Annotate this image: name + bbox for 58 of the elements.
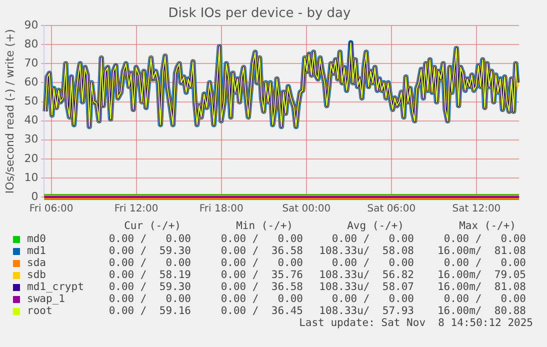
text: 0.00 / 0.00	[444, 257, 526, 269]
legend-label: md0	[27, 233, 46, 245]
text: 0.00 / 0.00	[332, 233, 414, 245]
y-tick-label: 60	[24, 76, 38, 89]
text: 0.00 / 35.76	[220, 269, 303, 281]
text: Min (-/+)	[236, 220, 293, 232]
x-tick-label: Sat 12:00	[452, 204, 501, 215]
text: 0.00 / 0.00	[444, 233, 526, 245]
legend-label: md1_crypt	[27, 281, 84, 293]
y-tick-label: 0	[31, 190, 38, 203]
text: 0.00 / 36.58	[220, 245, 303, 257]
text: 0.00 / 0.00	[444, 293, 526, 305]
legend-label: sdb	[27, 269, 46, 281]
text: 0.00 / 0.00	[332, 257, 414, 269]
text: 0.00 / 59.30	[108, 245, 191, 257]
text: 16.00m/ 81.08	[437, 281, 526, 293]
y-tick-label: 70	[24, 56, 38, 70]
text: 0.00 / 36.58	[220, 281, 303, 293]
text: 108.33u/ 57.93	[319, 305, 414, 317]
text: 0.00 / 59.16	[108, 305, 191, 317]
text: 0.00 / 0.00	[332, 293, 414, 305]
text: 0.00 / 59.30	[108, 281, 191, 293]
x-tick-label: Sat 06:00	[367, 204, 416, 215]
x-tick-label: Fri 06:00	[29, 204, 74, 215]
legend-label: root	[27, 305, 52, 317]
legend-label: sda	[27, 257, 46, 269]
text: 0.00 / 58.19	[108, 269, 191, 281]
x-tick-label: Fri 12:00	[114, 204, 158, 215]
text: Last update: Sat Nov 8 14:50:12 2025	[299, 317, 533, 329]
y-tick-label: 50	[24, 94, 38, 108]
legend-label: md1	[27, 245, 46, 257]
chart-title: Disk IOs per device - by day	[168, 6, 352, 22]
y-tick-label: 30	[24, 132, 38, 146]
text: Max (-/+)	[459, 220, 516, 232]
legend-label: swap_1	[27, 293, 65, 305]
text: 16.00m/ 79.05	[437, 269, 526, 281]
text: 0.00 / 0.00	[220, 293, 303, 305]
text: 16.00m/ 80.88	[437, 305, 526, 317]
text: 0.00 / 0.00	[108, 257, 191, 269]
y-tick-label: 40	[24, 114, 38, 127]
text: 108.33u/ 58.08	[319, 245, 414, 257]
text: 0.00 / 0.00	[108, 293, 191, 305]
x-tick-label: Fri 18:00	[199, 204, 244, 215]
text: 0.00 / 36.45	[220, 305, 303, 317]
text: Cur (-/+)	[124, 220, 181, 232]
y-tick-label: 90	[24, 18, 38, 32]
x-tick-label: Sat 00:00	[282, 204, 331, 215]
y-axis-title: IOs/second read (-) / write (+)	[3, 29, 16, 194]
text: 0.00 / 0.00	[220, 257, 303, 269]
y-tick-label: 10	[24, 170, 38, 184]
text: 108.33u/ 58.07	[319, 281, 414, 293]
text: 108.33u/ 56.82	[319, 269, 414, 281]
text: Avg (-/+)	[347, 220, 404, 232]
y-tick-label: 20	[24, 152, 38, 165]
text: 0.00 / 0.00	[108, 233, 191, 245]
text: 0.00 / 0.00	[220, 233, 303, 245]
y-tick-label: 80	[24, 38, 38, 51]
text: 16.00m/ 81.08	[437, 245, 526, 257]
